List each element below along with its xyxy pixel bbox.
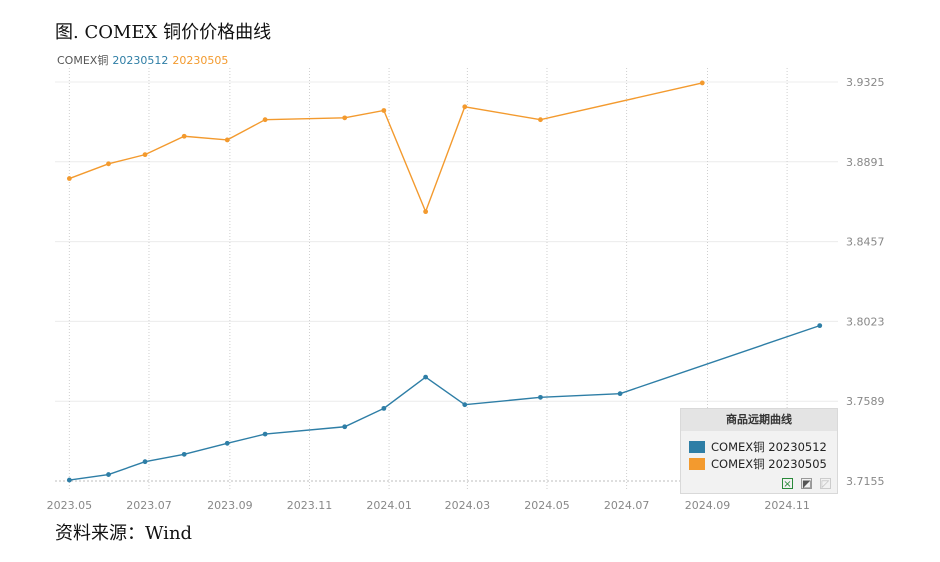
x-tick-label: 2024.03 [445,499,491,512]
data-point [142,152,148,158]
x-tick-label: 2024.09 [685,499,731,512]
data-point [181,451,187,457]
excel-icon[interactable]: × [782,478,793,490]
swatch-orange [689,458,705,470]
data-point [142,459,148,465]
legend-item-label: COMEX铜 20230512 [711,440,827,454]
data-point [262,117,268,123]
legend-series-b[interactable]: 20230505 [172,54,229,67]
x-tick-label: 2024.07 [604,499,650,512]
top-legend: COMEX铜 20230512 20230505 [57,52,232,68]
legend-item-label: COMEX铜 20230505 [711,457,827,471]
legend-item-20230512[interactable]: COMEX铜 20230512 [689,440,837,454]
data-point [538,117,543,123]
x-tick-label: 2023.07 [126,499,172,512]
data-point [423,374,429,380]
x-tick-label: 2024.11 [764,499,810,512]
data-point [262,431,268,437]
data-point [423,209,429,215]
commodity-forward-curve-legend[interactable]: 商品远期曲线 COMEX铜 20230512 COMEX铜 20230505 ×… [680,408,838,494]
legend-tools: × ◩ ◸ [782,478,831,490]
data-point [342,115,348,121]
legend-box-title: 商品远期曲线 [681,409,837,431]
data-point [462,104,468,110]
y-tick-label: 3.9325 [846,76,885,89]
y-tick-label: 3.7589 [846,395,885,408]
legend-item-20230505[interactable]: COMEX铜 20230505 [689,457,837,471]
data-point [381,108,387,113]
data-point [617,391,623,397]
x-tick-label: 2024.01 [366,499,412,512]
series-line-20230505 [69,82,703,214]
data-point [224,440,230,446]
legend-prefix: COMEX铜 [57,54,109,67]
data-point [224,137,230,143]
copy-icon[interactable]: ◩ [801,478,812,490]
data-point [699,80,705,86]
data-point [342,424,348,430]
figure-title: 图. COMEX 铜价价格曲线 [55,22,272,43]
x-tick-label: 2024.05 [524,499,570,512]
data-source: 资料来源：Wind [55,523,193,544]
close-icon[interactable]: ◸ [820,478,831,490]
data-point [381,405,387,411]
x-tick-label: 2023.09 [207,499,253,512]
data-point [106,472,111,477]
data-point [817,323,823,329]
data-point [538,394,543,400]
legend-series-a[interactable]: 20230512 [112,54,169,67]
y-tick-label: 3.8023 [846,315,885,328]
data-point [462,402,468,408]
swatch-blue [689,441,705,453]
x-tick-label: 2023.11 [287,499,333,512]
data-point [66,176,72,181]
x-tick-label: 2023.05 [47,499,93,512]
data-point [106,161,111,167]
data-point [181,133,187,139]
y-tick-label: 3.8891 [846,156,885,169]
y-tick-label: 3.8457 [846,236,885,249]
y-tick-label: 3.7155 [846,475,885,488]
data-point [66,477,72,483]
